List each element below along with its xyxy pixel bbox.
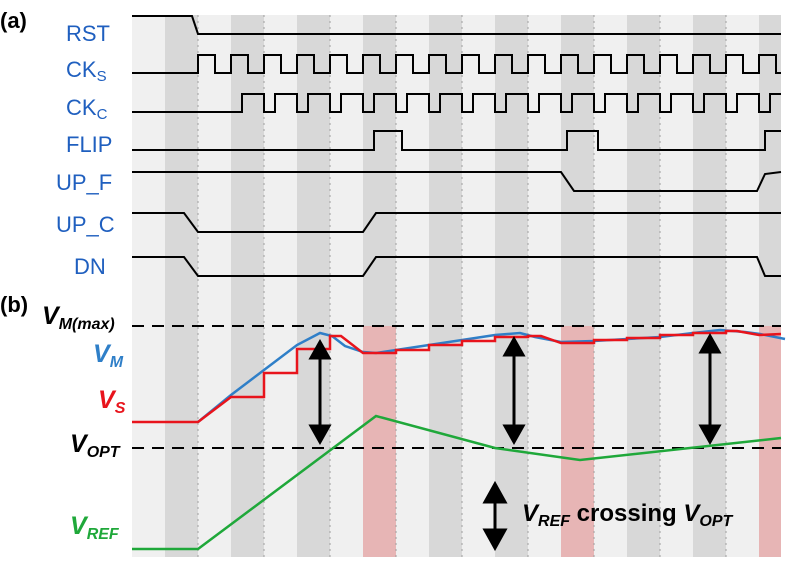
wave-cks bbox=[132, 54, 781, 74]
label-vref: VREF bbox=[70, 512, 120, 543]
digital-waveforms bbox=[132, 15, 782, 277]
wave-upc bbox=[132, 212, 781, 233]
label-dn: DN bbox=[74, 254, 106, 279]
wave-ckc bbox=[132, 93, 781, 113]
label-vmmax: VM(max) bbox=[42, 302, 115, 333]
annotation-vref-crossing-vopt: VREF crossing VOPT bbox=[522, 500, 734, 530]
diff-arrows bbox=[308, 332, 722, 552]
label-rst: RST bbox=[66, 21, 110, 46]
wave-dn bbox=[132, 256, 781, 277]
wave-upf bbox=[132, 171, 782, 192]
background-bands bbox=[132, 15, 781, 557]
label-cks: CKS bbox=[66, 57, 107, 85]
label-vs: VS bbox=[98, 386, 126, 417]
label-vopt: VOPT bbox=[70, 430, 121, 461]
panel-label-a: (a) bbox=[0, 8, 27, 33]
label-upc: UP_C bbox=[56, 212, 115, 237]
label-ckc: CKC bbox=[66, 95, 108, 123]
vref-trace bbox=[132, 414, 782, 551]
panel-label-b: (b) bbox=[0, 292, 28, 317]
vs-trace bbox=[132, 329, 782, 424]
highlight-band bbox=[759, 326, 781, 557]
highlight-band bbox=[561, 326, 594, 557]
wave-rst bbox=[132, 15, 781, 35]
label-vm: VM bbox=[93, 340, 124, 371]
highlight-band bbox=[363, 326, 396, 557]
label-flip: FLIP bbox=[66, 132, 112, 157]
label-upf: UP_F bbox=[56, 170, 112, 195]
wave-flip bbox=[132, 130, 781, 151]
